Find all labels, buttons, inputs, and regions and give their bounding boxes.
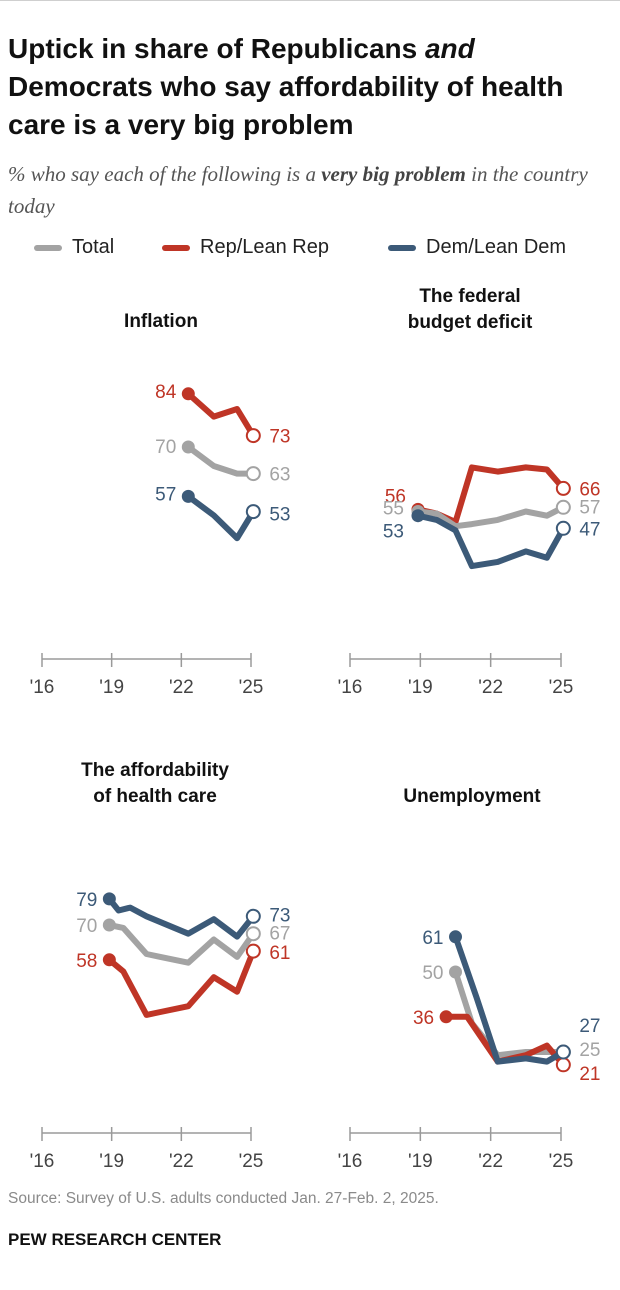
panel-3-end-label-total: 67 bbox=[269, 924, 290, 945]
panel-2-end-point-rep bbox=[555, 480, 571, 496]
panel-4-end-point-rep bbox=[555, 1057, 571, 1073]
panel-3-end-point-dem bbox=[245, 908, 261, 924]
legend-swatch-rep bbox=[162, 244, 190, 251]
panel-3-tick-label-4: '25 bbox=[239, 1151, 264, 1172]
panel-4-tick-label-2: '19 bbox=[408, 1151, 433, 1172]
title-part-3: Democrats who say affordability of healt… bbox=[8, 71, 564, 140]
panel-3-tick-label-3: '22 bbox=[169, 1151, 194, 1172]
panel-3-tick-label-1: '16 bbox=[30, 1151, 55, 1172]
panel-4-start-point-dem bbox=[449, 930, 462, 944]
panel-4-end-point-dem bbox=[555, 1044, 571, 1060]
panel-2-tick-label-4: '25 bbox=[549, 677, 574, 698]
panel-3-end-label-rep: 61 bbox=[269, 943, 290, 964]
source-note: Source: Survey of U.S. adults conducted … bbox=[8, 1190, 439, 1207]
panel-1-end-label-rep: 73 bbox=[269, 427, 290, 448]
panel-2-start-label-rep: 56 bbox=[385, 486, 406, 507]
panel-4-end-label-rep: 21 bbox=[579, 1064, 600, 1085]
panel-4-start-point-rep bbox=[439, 1010, 453, 1024]
panel-1-title-line-1: Inflation bbox=[124, 311, 198, 332]
panel-3-line-rep bbox=[106, 948, 257, 1018]
panel-1-start-label-rep: 84 bbox=[155, 382, 177, 403]
chart-title: Uptick in share of Republicans and Democ… bbox=[8, 30, 608, 144]
panel-4-end-label-total: 25 bbox=[579, 1040, 600, 1061]
panel-4-tick-label-4: '25 bbox=[549, 1151, 574, 1172]
panel-4-title-line-1: Unemployment bbox=[403, 786, 541, 807]
legend-item-dem: Dem/Lean Dem bbox=[388, 236, 566, 259]
panel-1-tick-label-3: '22 bbox=[169, 677, 194, 698]
panel-2-tick-label-2: '19 bbox=[408, 677, 433, 698]
top-rule bbox=[0, 0, 620, 1]
chart-subtitle: % who say each of the following is a ver… bbox=[8, 158, 618, 222]
panel-1-tick-label-2: '19 bbox=[99, 677, 124, 698]
panel-3-start-label-dem: 79 bbox=[76, 890, 97, 911]
subtitle-part-1: % who say each of the following is a bbox=[8, 162, 322, 186]
subtitle-emphasis: very big problem bbox=[321, 162, 466, 186]
panel-2-end-label-dem: 47 bbox=[579, 519, 600, 540]
panel-3-title-line-1: The affordability bbox=[81, 760, 229, 781]
panel-1-tick-label-4: '25 bbox=[239, 677, 264, 698]
panel-3-title-line-2: of health care bbox=[93, 786, 217, 807]
panel-3-end-point-total bbox=[245, 926, 261, 942]
panel-1-start-label-total: 70 bbox=[155, 437, 176, 458]
legend-label-dem: Dem/Lean Dem bbox=[426, 236, 567, 258]
panel-2-start-label-total: 55 bbox=[383, 499, 404, 520]
panel-1-end-label-dem: 53 bbox=[269, 505, 290, 526]
panel-2-end-label-rep: 66 bbox=[579, 479, 600, 500]
panel-1-start-label-dem: 57 bbox=[155, 484, 176, 505]
legend: Total Rep/Lean Rep Dem/Lean Dem bbox=[0, 236, 620, 266]
panel-1-end-point-rep bbox=[245, 428, 261, 444]
panel-4-tick-label-3: '22 bbox=[478, 1151, 503, 1172]
panel-2-start-point-dem bbox=[411, 509, 425, 523]
panel-4-tick-label-1: '16 bbox=[338, 1151, 363, 1172]
panel-1-end-point-dem bbox=[245, 504, 261, 520]
panel-1-line-rep bbox=[185, 390, 257, 439]
legend-swatch-total bbox=[34, 244, 62, 251]
panel-3-start-label-rep: 58 bbox=[76, 951, 97, 972]
panel-1-line-total bbox=[185, 444, 257, 477]
panel-4-line-dem bbox=[452, 933, 567, 1065]
panel-2-tick-label-1: '16 bbox=[338, 677, 363, 698]
panel-3-end-point-rep bbox=[245, 943, 261, 959]
panel-4-start-label-dem: 61 bbox=[422, 928, 443, 949]
panel-2-title-line-1: The federal bbox=[419, 286, 520, 307]
title-part-1: Uptick in share of Republicans bbox=[8, 33, 425, 64]
panel-1-end-label-total: 63 bbox=[269, 465, 290, 486]
panel-1-line-dem bbox=[185, 493, 257, 542]
legend-label-total: Total bbox=[72, 236, 115, 258]
panel-1-start-point-rep bbox=[181, 387, 195, 401]
panel-3-start-point-rep bbox=[102, 953, 116, 967]
panel-2-tick-label-3: '22 bbox=[478, 677, 503, 698]
panel-3-end-label-dem: 73 bbox=[269, 905, 290, 926]
legend-item-rep: Rep/Lean Rep bbox=[162, 236, 329, 259]
panel-1-start-point-dem bbox=[181, 489, 195, 503]
panel-3-tick-label-2: '19 bbox=[99, 1151, 124, 1172]
subtitle-part-3: in the country today bbox=[8, 162, 588, 218]
panel-1-end-point-total bbox=[245, 466, 261, 482]
panel-3-line-dem bbox=[106, 895, 257, 940]
panel-4-start-label-rep: 36 bbox=[413, 1008, 434, 1029]
legend-label-rep: Rep/Lean Rep bbox=[200, 236, 329, 258]
panel-4-end-label-dem: 27 bbox=[579, 1016, 600, 1037]
panel-2-line-total bbox=[415, 504, 567, 530]
panel-1-start-point-total bbox=[181, 440, 195, 454]
panel-4-start-point-total bbox=[449, 965, 462, 979]
panel-3-start-point-total bbox=[102, 918, 116, 932]
panel-2-end-point-dem bbox=[555, 520, 571, 536]
panel-2-start-label-dem: 53 bbox=[383, 522, 404, 543]
panel-2-end-label-total: 57 bbox=[579, 497, 600, 518]
legend-swatch-dem bbox=[388, 244, 416, 251]
panel-4-line-rep bbox=[443, 1013, 567, 1068]
title-emphasis: and bbox=[424, 33, 475, 64]
panel-3-start-point-dem bbox=[102, 892, 116, 906]
panel-1-tick-label-1: '16 bbox=[30, 677, 55, 698]
panel-3-start-label-total: 70 bbox=[76, 916, 97, 937]
panel-2-title-line-2: budget deficit bbox=[408, 312, 533, 333]
panel-2-end-point-total bbox=[555, 499, 571, 515]
panel-2-line-dem bbox=[415, 512, 567, 570]
panel-3-line-total bbox=[106, 922, 257, 966]
legend-item-total: Total bbox=[34, 236, 114, 259]
brand-footer: PEW RESEARCH CENTER bbox=[8, 1230, 222, 1249]
panel-4-start-label-total: 50 bbox=[422, 963, 443, 984]
